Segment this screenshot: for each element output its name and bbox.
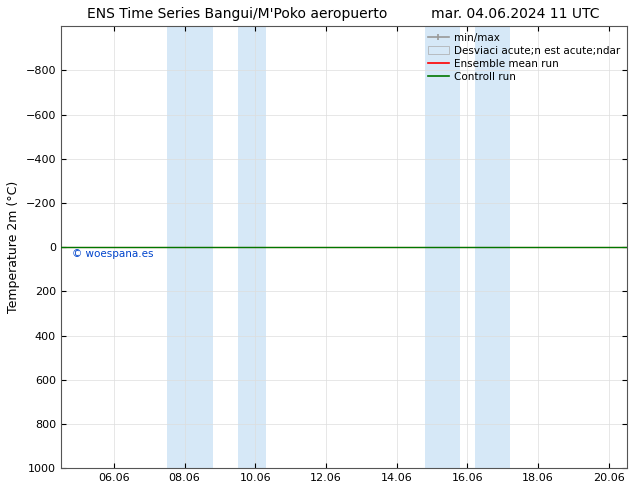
Legend: min/max, Desviaci acute;n est acute;ndar, Ensemble mean run, Controll run: min/max, Desviaci acute;n est acute;ndar… bbox=[424, 28, 624, 86]
Bar bbox=[425, 26, 460, 468]
Bar bbox=[238, 26, 266, 468]
Title: ENS Time Series Bangui/M'Poko aeropuerto          mar. 04.06.2024 11 UTC: ENS Time Series Bangui/M'Poko aeropuerto… bbox=[87, 7, 600, 21]
Text: © woespana.es: © woespana.es bbox=[72, 249, 153, 259]
Bar bbox=[167, 26, 213, 468]
Y-axis label: Temperature 2m (°C): Temperature 2m (°C) bbox=[7, 181, 20, 314]
Bar bbox=[474, 26, 510, 468]
